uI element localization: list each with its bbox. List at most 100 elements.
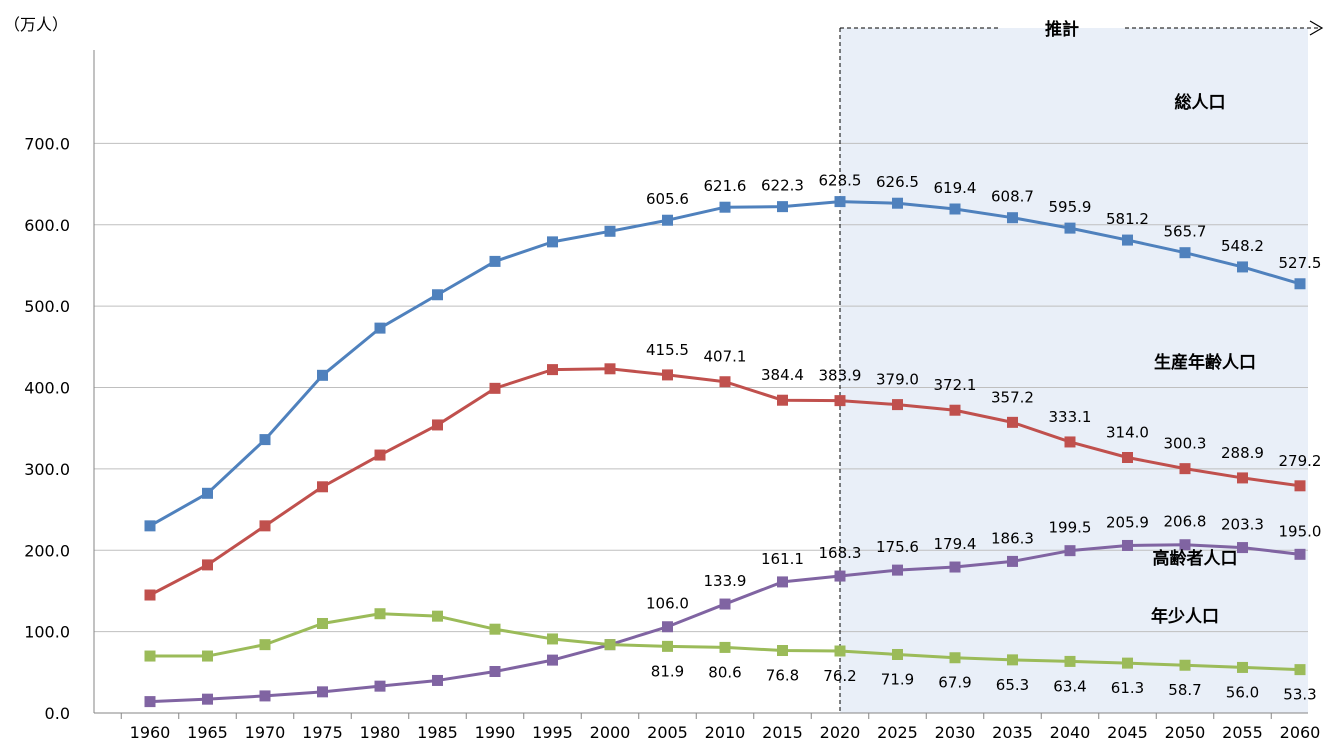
data-label: 548.2 [1221,237,1264,255]
data-point [1122,539,1133,551]
data-label: 357.2 [991,388,1034,406]
data-point [317,369,328,381]
data-point [1294,278,1306,290]
data-point [202,650,213,662]
data-point [489,382,501,394]
data-point [834,645,846,657]
data-point [1007,654,1018,666]
data-label: 622.3 [761,177,804,195]
data-label: 608.7 [991,188,1034,206]
data-point [1294,480,1306,492]
data-point [892,399,903,411]
data-point [489,623,501,635]
data-point [432,419,443,431]
y-tick-label: 400.0 [24,379,70,398]
data-point [719,598,731,610]
data-point [1122,657,1133,669]
data-point [719,201,731,213]
data-point [202,559,213,571]
data-label: 67.9 [938,674,971,692]
x-tick-label: 2030 [935,723,976,742]
data-point [834,196,846,208]
data-point [202,693,213,705]
data-point [662,640,673,652]
data-point [1064,222,1076,234]
data-point [144,520,156,532]
data-point [834,570,846,582]
data-label: 76.8 [766,667,799,685]
data-label: 56.0 [1226,683,1259,701]
data-point [489,666,501,678]
data-label: 605.6 [646,190,689,208]
data-point [1294,664,1306,676]
data-point [144,696,156,708]
data-label: 179.4 [934,535,977,553]
data-point [432,674,443,686]
data-label: 53.3 [1283,686,1316,704]
data-point [547,364,558,376]
data-point [1294,548,1306,560]
y-tick-label: 300.0 [24,460,70,479]
projection-arrowhead [1309,20,1324,36]
y-tick-label: 200.0 [24,541,70,560]
data-point [777,576,788,588]
data-point [1179,463,1191,475]
data-point [374,680,386,692]
data-point [949,203,961,215]
x-tick-label: 2005 [647,723,688,742]
data-point [1007,212,1018,224]
data-point [489,255,501,267]
data-label: 407.1 [704,348,747,366]
data-label: 133.9 [704,572,747,590]
data-point [317,481,328,493]
x-tick-label: 2055 [1222,723,1263,742]
data-point [432,610,443,622]
data-label: 595.9 [1049,198,1092,216]
x-tick-label: 1995 [532,723,573,742]
data-label: 205.9 [1106,513,1149,531]
data-point [374,449,386,461]
data-point [892,564,903,576]
data-point [662,369,673,381]
data-label: 168.3 [819,544,862,562]
data-point [777,394,788,406]
data-label: 626.5 [876,173,919,191]
data-label: 279.2 [1279,452,1322,470]
data-point [259,520,271,532]
data-point [259,434,271,446]
data-point [1064,655,1076,667]
data-label: 65.3 [996,676,1029,694]
data-point [719,376,731,388]
data-point [1122,451,1133,463]
data-point [604,225,616,237]
data-point [547,654,558,666]
data-label: 621.6 [704,177,747,195]
data-point [834,395,846,407]
data-point [1237,542,1248,554]
x-tick-label: 2025 [877,723,918,742]
data-label: 383.9 [819,367,862,385]
data-label: 288.9 [1221,444,1264,462]
x-tick-label: 1965 [187,723,228,742]
data-point [892,648,903,660]
data-label: 81.9 [651,662,684,680]
data-point [374,608,386,620]
data-label: 384.4 [761,366,804,384]
x-tick-label: 2035 [992,723,1033,742]
data-label: 106.0 [646,595,689,613]
data-label: 61.3 [1111,679,1144,697]
data-point [1179,659,1191,671]
data-point [1007,416,1018,428]
data-point [1179,539,1191,551]
data-point [374,322,386,334]
data-label: 628.5 [819,172,862,190]
x-tick-label: 2000 [590,723,631,742]
x-tick-label: 1980 [360,723,401,742]
data-point [662,214,673,226]
data-label: 379.0 [876,371,919,389]
x-tick-label: 2015 [762,723,803,742]
projection-label: 推計 [1045,19,1079,40]
x-tick-label: 1975 [302,723,343,742]
